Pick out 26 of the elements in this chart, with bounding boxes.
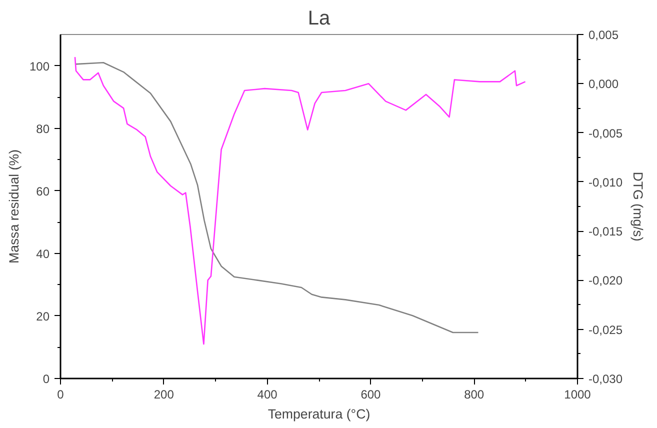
y-tick-label: 60 — [36, 184, 50, 198]
y2-tick-label: -0,025 — [588, 322, 623, 337]
y2-tick-label: -0,015 — [588, 224, 623, 239]
y2-axis-title: DTG (mg/s) — [630, 172, 646, 242]
y2-tick-label: -0,010 — [588, 175, 623, 190]
y2-tick-label: -0,005 — [588, 126, 623, 140]
y-tick-label: 80 — [36, 122, 50, 136]
x-tick-label: 600 — [360, 388, 382, 402]
line-series — [74, 62, 479, 334]
line-series — [74, 56, 526, 345]
y-tick-label: 40 — [36, 246, 50, 261]
x-axis-title: Temperatura (°C) — [268, 406, 370, 422]
y-tick-label: 20 — [36, 309, 50, 324]
y2-tick-label: -0,030 — [588, 372, 623, 386]
y-tick-label: 0 — [42, 372, 50, 386]
x-tick-label: 0 — [57, 388, 64, 402]
y2-tick-label: 0,005 — [588, 28, 619, 42]
y-axis-title: Massa residual (%) — [6, 149, 22, 264]
y2-tick-label: -0,020 — [588, 274, 623, 288]
x-tick-label: 400 — [257, 388, 278, 402]
y-tick-label: 100 — [29, 59, 50, 74]
chart-title: La — [308, 8, 331, 30]
y2-tick-label: 0,000 — [588, 77, 619, 92]
x-tick-label: 200 — [154, 388, 174, 402]
x-tick-label: 1000 — [564, 388, 592, 402]
x-tick-label: 800 — [464, 388, 484, 402]
